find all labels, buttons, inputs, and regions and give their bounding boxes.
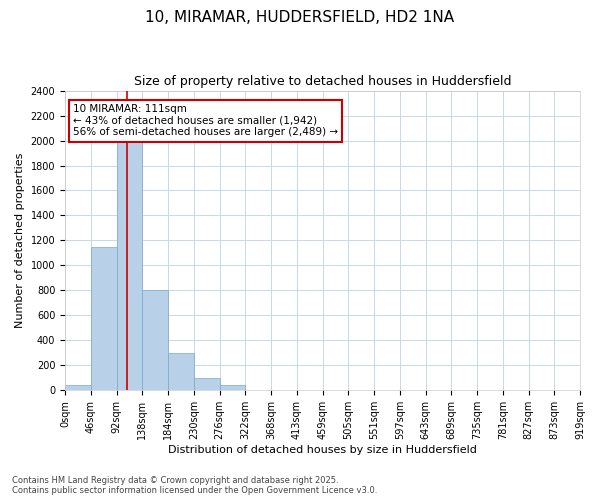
Y-axis label: Number of detached properties: Number of detached properties	[15, 153, 25, 328]
Text: Contains HM Land Registry data © Crown copyright and database right 2025.
Contai: Contains HM Land Registry data © Crown c…	[12, 476, 377, 495]
X-axis label: Distribution of detached houses by size in Huddersfield: Distribution of detached houses by size …	[168, 445, 477, 455]
Bar	[194, 378, 220, 390]
Bar	[168, 353, 194, 391]
Text: 10 MIRAMAR: 111sqm
← 43% of detached houses are smaller (1,942)
56% of semi-deta: 10 MIRAMAR: 111sqm ← 43% of detached hou…	[73, 104, 338, 138]
Bar	[91, 246, 116, 390]
Bar	[142, 290, 168, 390]
Title: Size of property relative to detached houses in Huddersfield: Size of property relative to detached ho…	[134, 75, 511, 88]
Text: 10, MIRAMAR, HUDDERSFIELD, HD2 1NA: 10, MIRAMAR, HUDDERSFIELD, HD2 1NA	[145, 10, 455, 25]
Bar	[65, 386, 91, 390]
Bar	[220, 386, 245, 390]
Bar	[116, 138, 142, 390]
